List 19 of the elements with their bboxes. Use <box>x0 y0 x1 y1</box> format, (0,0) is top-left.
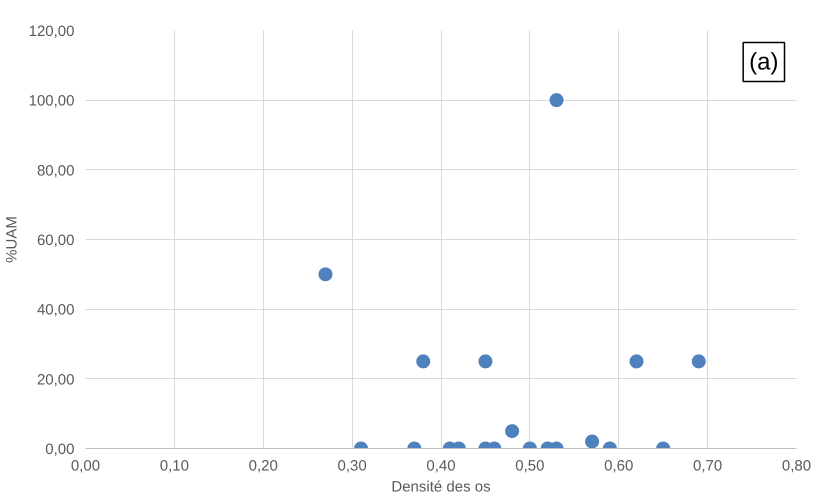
y-tick-label: 60,00 <box>36 232 75 249</box>
y-tick-label: 20,00 <box>36 371 75 388</box>
x-tick-label: 0,20 <box>248 458 278 474</box>
x-axis-title: Densité des os <box>391 478 491 496</box>
y-tick-label: 120,00 <box>28 23 75 40</box>
x-tick-label: 0,60 <box>604 458 634 474</box>
x-tick-label: 0,00 <box>70 458 100 474</box>
x-tick-label: 0,50 <box>515 458 544 474</box>
y-tick-label: 80,00 <box>36 162 75 180</box>
y-tick-label: 100,00 <box>28 92 75 110</box>
x-tick-label: 0,80 <box>782 458 812 474</box>
y-tick-label: 0,00 <box>45 441 75 458</box>
annotation: (a) <box>749 48 779 76</box>
x-tick-label: 0,40 <box>426 458 456 474</box>
y-axis-title: %UAM <box>4 216 21 263</box>
x-tick-label: 0,30 <box>338 458 367 474</box>
y-tick-label: 40,00 <box>36 302 75 319</box>
x-tick-label: 0,10 <box>160 458 189 474</box>
x-tick-label: 0,70 <box>693 458 722 474</box>
